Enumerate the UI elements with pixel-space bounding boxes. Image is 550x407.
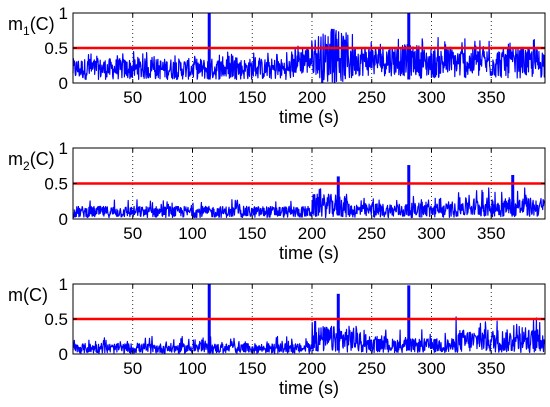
y-tick-label: 1 — [59, 275, 68, 294]
x-tick-label: 50 — [123, 88, 142, 107]
y-tick-label: 0 — [59, 74, 68, 93]
panel-1: 50 100 150 200 250 300 350 0 0.5 1 time (s) m1(C) — [8, 4, 546, 127]
x-tick-label: 300 — [417, 359, 445, 378]
x-tick-label: 200 — [298, 88, 326, 107]
x-tick-label: 350 — [477, 224, 505, 243]
x-axis-label: time (s) — [279, 243, 339, 263]
x-tick-label: 150 — [238, 224, 266, 243]
signal-series — [72, 316, 546, 354]
x-tick-label: 100 — [178, 224, 206, 243]
y-axis-label: m1(C) — [8, 14, 55, 38]
x-tick-label: 250 — [358, 224, 386, 243]
x-tick-label: 250 — [358, 88, 386, 107]
x-tick-label: 200 — [298, 224, 326, 243]
x-tick-label: 150 — [238, 359, 266, 378]
x-tick-label: 50 — [123, 359, 142, 378]
x-tick-label: 100 — [178, 88, 206, 107]
y-tick-label: 1 — [59, 4, 68, 23]
x-tick-label: 100 — [178, 359, 206, 378]
y-tick-label: 0 — [59, 210, 68, 229]
y-axis-label: m(C) — [8, 285, 48, 305]
y-tick-label: 0 — [59, 345, 68, 364]
panel-3: 50 100 150 200 250 300 350 0 0.5 1 time (s) m(C) — [8, 275, 546, 398]
y-tick-label: 0.5 — [44, 175, 68, 194]
y-tick-label: 0.5 — [44, 310, 68, 329]
x-tick-label: 250 — [358, 359, 386, 378]
x-tick-label: 50 — [123, 224, 142, 243]
x-axis-label: time (s) — [279, 107, 339, 127]
x-tick-label: 300 — [417, 224, 445, 243]
panel-2: 50 100 150 200 250 300 350 0 0.5 1 time (s) m2(C) — [8, 139, 546, 263]
y-tick-label: 1 — [59, 139, 68, 158]
signal-series — [72, 187, 546, 219]
x-tick-label: 200 — [298, 359, 326, 378]
x-axis-label: time (s) — [279, 378, 339, 398]
y-tick-label: 0.5 — [44, 39, 68, 58]
x-tick-label: 350 — [477, 359, 505, 378]
x-tick-label: 150 — [238, 88, 266, 107]
x-tick-label: 350 — [477, 88, 505, 107]
x-tick-label: 300 — [417, 88, 445, 107]
y-axis-label: m2(C) — [8, 149, 55, 173]
signal-series — [72, 28, 546, 84]
